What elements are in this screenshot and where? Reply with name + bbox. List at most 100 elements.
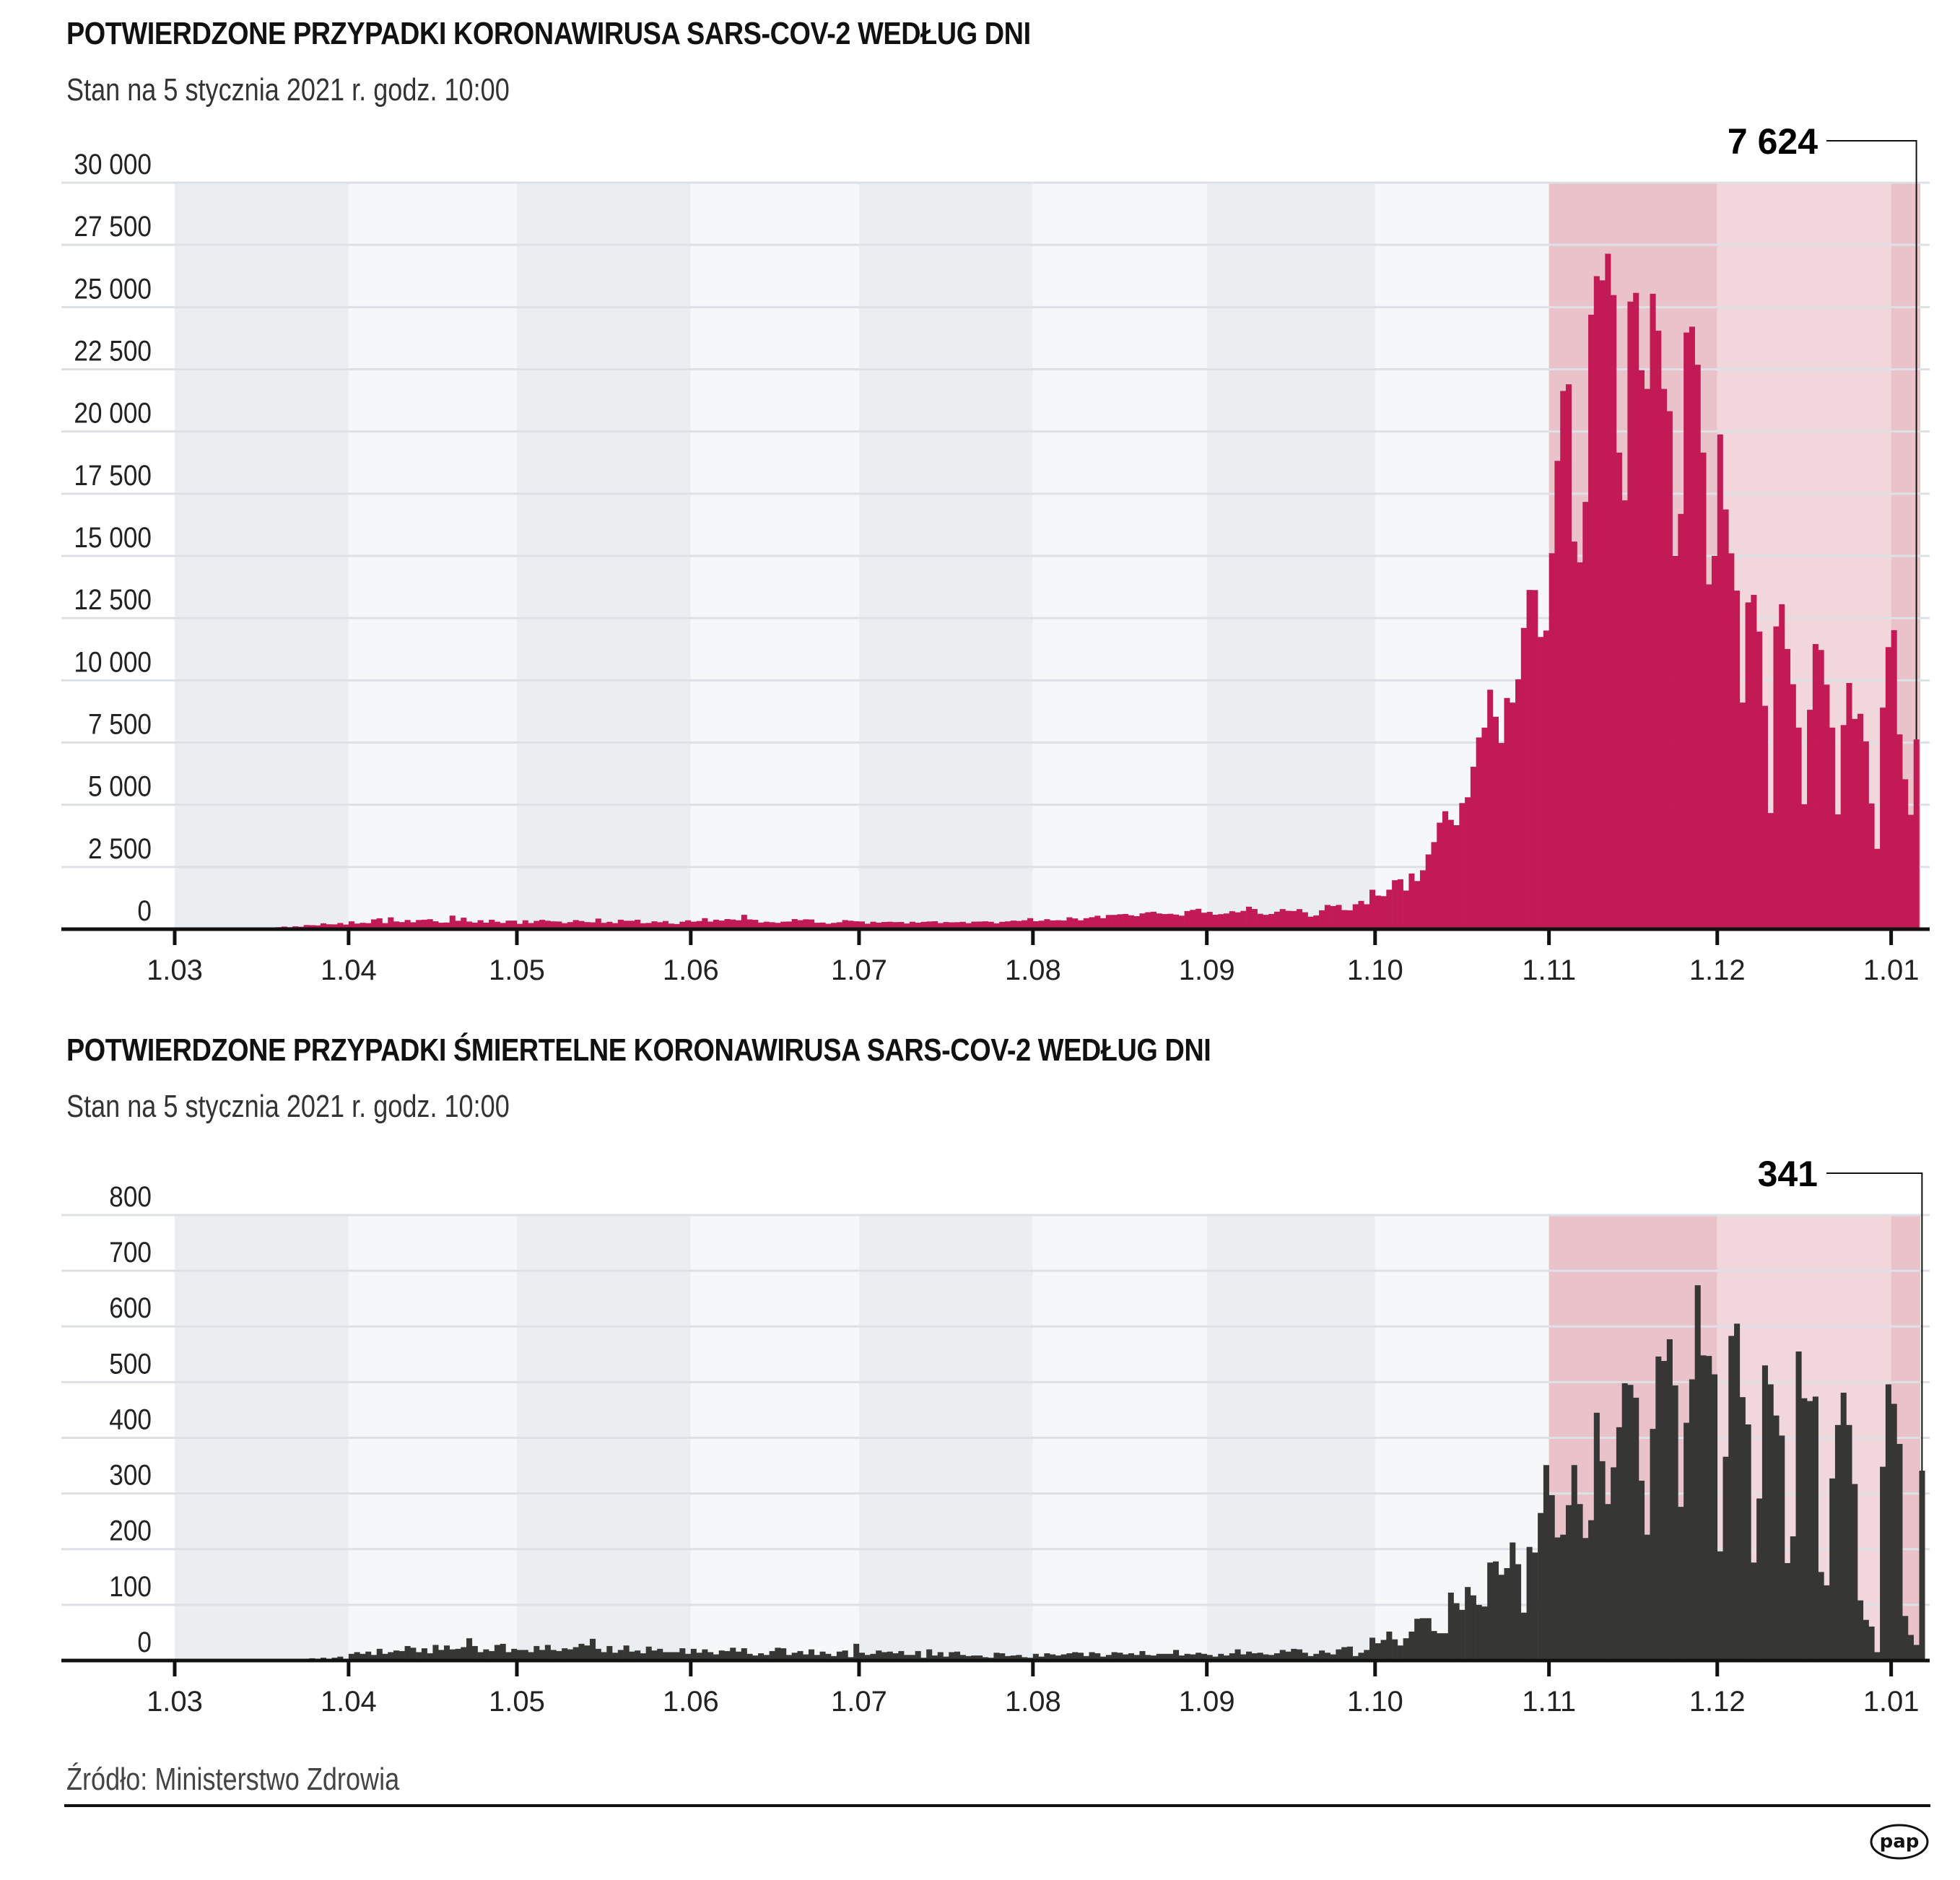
bar bbox=[1779, 1435, 1785, 1661]
bar bbox=[690, 921, 697, 929]
bar bbox=[1257, 913, 1263, 929]
bar bbox=[870, 921, 876, 929]
x-tick-label: 1.04 bbox=[321, 954, 377, 986]
bar bbox=[769, 922, 775, 929]
deaths-chart: 0 100 200 300 400 500 600 700 800 1.03 1.04 1.05 1.0… bbox=[61, 1154, 1930, 1718]
x-tick-label: 1.01 bbox=[1863, 1686, 1920, 1718]
bar bbox=[1341, 1647, 1348, 1661]
bar bbox=[1453, 825, 1460, 929]
bar bbox=[1526, 590, 1533, 929]
bar bbox=[1717, 1551, 1723, 1661]
bar bbox=[1650, 293, 1656, 929]
bar bbox=[1706, 1356, 1712, 1661]
bar bbox=[1240, 1654, 1247, 1661]
bar bbox=[1611, 1467, 1617, 1661]
bar bbox=[427, 919, 433, 929]
bar bbox=[674, 1652, 680, 1661]
bar bbox=[584, 922, 591, 929]
bar bbox=[685, 920, 692, 929]
bar bbox=[1470, 767, 1476, 929]
bar bbox=[741, 1648, 747, 1661]
bar bbox=[1027, 918, 1034, 929]
bar bbox=[904, 1655, 910, 1661]
bar bbox=[696, 1653, 702, 1661]
bar bbox=[416, 1652, 422, 1661]
bar bbox=[1902, 1616, 1909, 1661]
y-tick-label: 0 bbox=[137, 1626, 152, 1658]
bar bbox=[494, 921, 500, 929]
bar bbox=[993, 1653, 1000, 1661]
bar bbox=[1515, 679, 1522, 929]
bar bbox=[797, 920, 803, 929]
bar bbox=[999, 1653, 1006, 1661]
bar bbox=[1111, 915, 1118, 929]
bar bbox=[578, 921, 585, 929]
bar bbox=[511, 921, 518, 929]
bar bbox=[1150, 1655, 1157, 1661]
bar bbox=[489, 1650, 495, 1661]
bar bbox=[1795, 1351, 1802, 1661]
bar bbox=[1100, 918, 1107, 929]
bar bbox=[1885, 1384, 1891, 1661]
bar bbox=[1678, 513, 1684, 929]
bar bbox=[1779, 604, 1785, 929]
bar bbox=[544, 921, 551, 929]
bar bbox=[483, 1649, 489, 1661]
bar bbox=[1666, 411, 1673, 929]
bar bbox=[954, 1651, 961, 1661]
bar bbox=[382, 1653, 388, 1661]
bar bbox=[1004, 921, 1011, 929]
bar bbox=[1784, 1563, 1791, 1661]
y-tick-label: 5 000 bbox=[88, 770, 152, 803]
bar bbox=[612, 923, 619, 929]
bar bbox=[1453, 1603, 1460, 1661]
bar bbox=[657, 1648, 663, 1661]
bar bbox=[1212, 1656, 1219, 1661]
bar bbox=[730, 919, 736, 929]
bar bbox=[803, 919, 809, 929]
bar bbox=[1324, 1653, 1330, 1661]
bar bbox=[550, 921, 557, 929]
bar bbox=[1700, 1355, 1707, 1661]
bar bbox=[1582, 502, 1589, 929]
bar bbox=[500, 923, 506, 929]
bar bbox=[977, 1655, 983, 1661]
bar bbox=[617, 1650, 624, 1661]
y-tick-label: 200 bbox=[109, 1515, 152, 1547]
chart-2-title: POTWIERDZONE PRZYPADKI ŚMIERTELNE KORONA… bbox=[66, 1032, 1211, 1068]
bar bbox=[623, 921, 630, 929]
bar bbox=[1145, 1655, 1151, 1661]
bar bbox=[1840, 1393, 1847, 1661]
bar bbox=[1251, 1653, 1258, 1661]
bar bbox=[1341, 910, 1348, 929]
bar bbox=[696, 921, 702, 929]
bar bbox=[1414, 1619, 1421, 1661]
bar bbox=[1150, 911, 1157, 929]
bar bbox=[1016, 921, 1022, 929]
callout-leader-line bbox=[1826, 140, 1917, 740]
bar bbox=[1442, 811, 1449, 929]
x-tick-label: 1.10 bbox=[1347, 954, 1403, 986]
bar bbox=[1273, 1653, 1280, 1661]
bar bbox=[1447, 1592, 1454, 1661]
bar bbox=[1038, 1656, 1045, 1661]
bar bbox=[455, 921, 461, 929]
bar bbox=[993, 923, 1000, 929]
bar bbox=[988, 921, 994, 929]
bar bbox=[1605, 253, 1611, 930]
bar bbox=[1868, 1626, 1875, 1661]
bar bbox=[1896, 1443, 1903, 1661]
bar bbox=[388, 917, 394, 929]
bar bbox=[920, 921, 927, 929]
bar bbox=[965, 923, 972, 929]
x-tick-label: 1.04 bbox=[321, 1686, 377, 1718]
bar bbox=[674, 923, 680, 929]
bar bbox=[1218, 914, 1224, 929]
bar bbox=[556, 1650, 562, 1661]
bar bbox=[601, 1652, 607, 1661]
bar bbox=[1319, 1650, 1325, 1661]
bar bbox=[1498, 1575, 1504, 1661]
bar bbox=[1633, 1397, 1639, 1661]
bar bbox=[809, 919, 815, 929]
bar bbox=[1162, 1653, 1168, 1661]
